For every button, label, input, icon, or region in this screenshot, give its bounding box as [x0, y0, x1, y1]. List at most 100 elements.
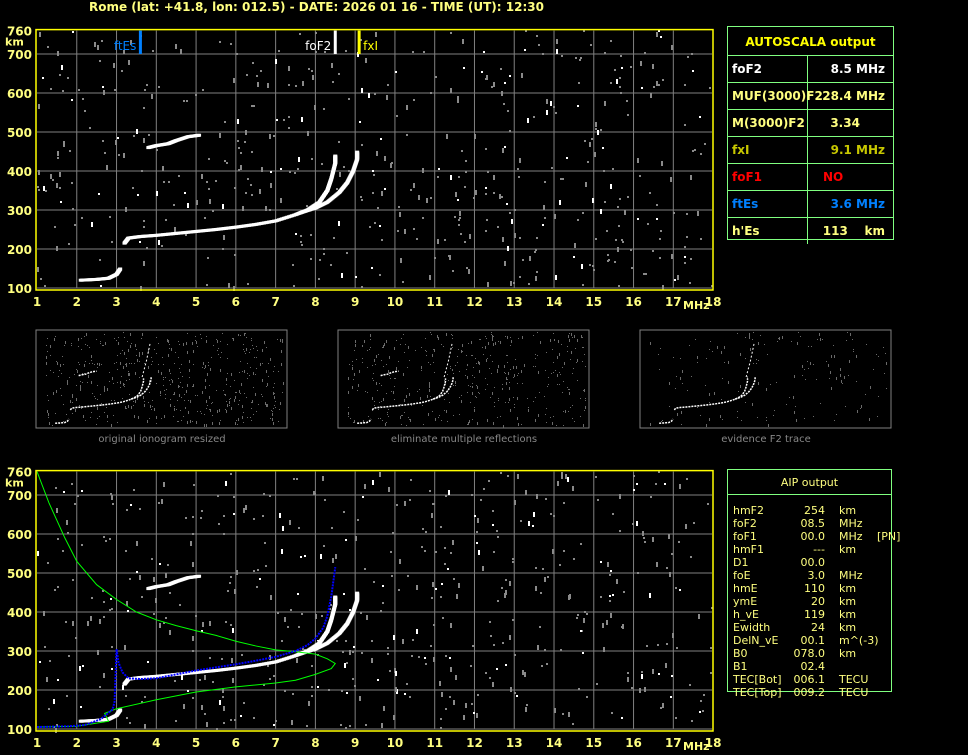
- noise-pixel: [389, 375, 390, 376]
- noise-pixel: [381, 239, 383, 241]
- noise-pixel: [583, 618, 585, 623]
- noise-pixel: [288, 116, 290, 118]
- noise-pixel: [376, 382, 377, 385]
- noise-pixel: [562, 713, 564, 715]
- aip-value: ---: [813, 543, 825, 556]
- noise-pixel: [467, 364, 468, 365]
- noise-pixel: [444, 239, 446, 241]
- noise-pixel: [434, 372, 435, 373]
- noise-pixel: [720, 415, 721, 418]
- noise-pixel: [232, 338, 233, 339]
- noise-pixel: [242, 371, 243, 372]
- noise-pixel: [582, 284, 584, 286]
- noise-pixel: [178, 385, 179, 388]
- noise-pixel: [377, 207, 379, 209]
- noise-pixel: [581, 264, 583, 269]
- noise-pixel: [447, 568, 449, 570]
- noise-pixel: [120, 353, 121, 354]
- noise-pixel: [550, 513, 552, 515]
- noise-pixel: [374, 222, 376, 224]
- noise-pixel: [860, 408, 861, 409]
- noise-pixel: [298, 527, 300, 529]
- noise-pixel: [217, 410, 218, 413]
- noise-pixel: [365, 391, 366, 392]
- noise-pixel: [94, 42, 96, 47]
- noise-pixel: [230, 43, 232, 45]
- noise-pixel: [155, 598, 157, 603]
- noise-pixel: [242, 405, 243, 408]
- noise-pixel: [562, 178, 564, 180]
- noise-pixel: [161, 245, 163, 247]
- noise-pixel: [102, 86, 104, 88]
- noise-pixel: [373, 174, 375, 176]
- noise-pixel: [187, 333, 188, 334]
- noise-pixel: [233, 338, 234, 341]
- noise-pixel: [474, 515, 476, 517]
- noise-pixel: [234, 589, 236, 594]
- noise-pixel: [399, 559, 401, 564]
- noise-pixel: [428, 362, 429, 363]
- noise-pixel: [352, 367, 353, 370]
- noise-pixel: [451, 334, 452, 335]
- noise-pixel: [452, 540, 454, 545]
- noise-pixel: [292, 264, 294, 266]
- noise-pixel: [311, 665, 313, 667]
- noise-pixel: [756, 363, 757, 364]
- noise-pixel: [226, 162, 228, 164]
- noise-pixel: [560, 374, 561, 375]
- noise-pixel: [587, 161, 589, 163]
- noise-pixel: [793, 396, 794, 399]
- noise-pixel: [393, 635, 395, 640]
- noise-pixel: [404, 352, 405, 353]
- noise-pixel: [502, 389, 503, 390]
- noise-pixel: [210, 409, 211, 412]
- noise-pixel: [57, 538, 59, 540]
- noise-pixel: [669, 382, 670, 385]
- noise-pixel: [192, 697, 194, 699]
- y-tick-label: 700: [7, 489, 32, 503]
- noise-pixel: [505, 590, 507, 595]
- noise-pixel: [196, 341, 197, 344]
- noise-pixel: [87, 382, 88, 383]
- noise-pixel: [167, 564, 169, 566]
- noise-pixel: [225, 394, 226, 395]
- noise-pixel: [271, 410, 272, 411]
- noise-pixel: [804, 418, 805, 419]
- noise-pixel: [406, 105, 408, 110]
- noise-pixel: [440, 718, 442, 720]
- noise-pixel: [50, 88, 52, 90]
- noise-pixel: [856, 355, 857, 358]
- noise-pixel: [455, 192, 457, 197]
- noise-pixel: [675, 717, 677, 719]
- noise-pixel: [256, 586, 258, 588]
- noise-pixel: [178, 421, 179, 422]
- noise-pixel: [301, 613, 303, 615]
- noise-pixel: [240, 165, 242, 170]
- noise-pixel: [659, 257, 661, 259]
- noise-pixel: [82, 665, 84, 667]
- noise-pixel: [485, 336, 486, 337]
- noise-pixel: [670, 177, 672, 182]
- aip-unit: km: [839, 582, 857, 595]
- noise-pixel: [418, 656, 420, 658]
- noise-pixel: [658, 673, 660, 675]
- noise-pixel: [201, 174, 203, 179]
- noise-pixel: [728, 381, 729, 384]
- noise-pixel: [555, 275, 557, 280]
- noise-pixel: [202, 622, 204, 627]
- noise-pixel: [50, 355, 51, 356]
- noise-pixel: [439, 415, 440, 416]
- noise-pixel: [89, 363, 90, 364]
- noise-pixel: [431, 334, 432, 335]
- noise-pixel: [717, 346, 718, 349]
- noise-pixel: [450, 366, 451, 367]
- noise-pixel: [565, 410, 566, 413]
- noise-pixel: [287, 626, 289, 628]
- noise-pixel: [190, 541, 192, 546]
- noise-pixel: [319, 259, 321, 261]
- noise-pixel: [275, 59, 277, 64]
- noise-pixel: [800, 336, 801, 337]
- noise-pixel: [471, 494, 473, 496]
- noise-pixel: [391, 391, 392, 392]
- noise-pixel: [53, 372, 54, 373]
